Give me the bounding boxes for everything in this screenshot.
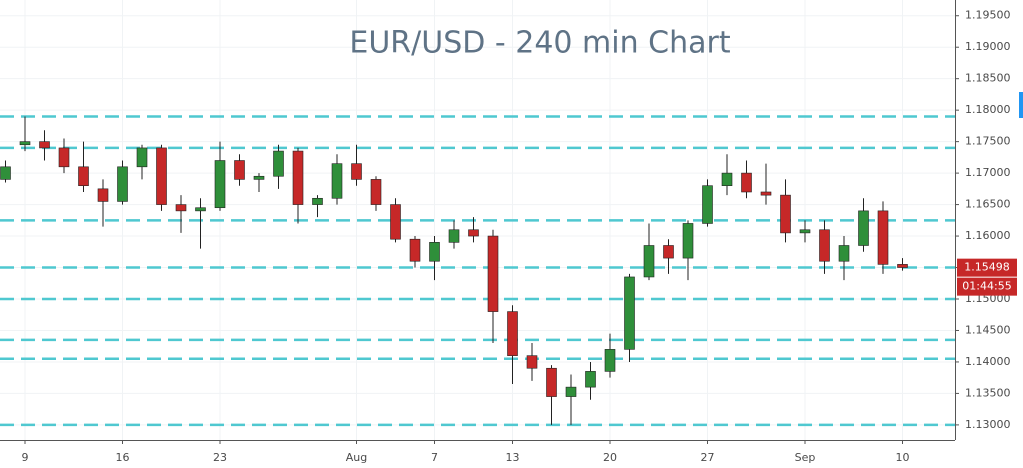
candle-body <box>351 163 362 180</box>
candle-body <box>585 371 596 388</box>
x-tick-label: 9 <box>22 451 29 464</box>
candle-body <box>721 172 733 186</box>
scroll-marker <box>1019 92 1023 118</box>
candle-body <box>468 229 479 237</box>
candle-body <box>741 172 752 193</box>
candle-body <box>273 150 284 177</box>
candle-body <box>858 210 869 246</box>
x-tick-label: 27 <box>701 451 715 464</box>
candle-body <box>546 367 557 397</box>
candle-body <box>312 197 323 205</box>
candle-body <box>39 141 50 149</box>
countdown-label: 01:44:55 <box>962 280 1011 293</box>
candle-body <box>448 229 460 243</box>
candle-body <box>838 245 850 262</box>
candle-body <box>390 204 401 240</box>
candle-body <box>292 150 304 205</box>
candle-body <box>97 188 109 202</box>
candle-body <box>487 235 499 312</box>
countdown-tag <box>957 277 1017 296</box>
candle-body <box>429 242 440 262</box>
candle-body <box>565 386 577 397</box>
y-tick-label: 1.14000 <box>965 355 1011 368</box>
candle-body <box>253 175 265 180</box>
y-tick-label: 1.19500 <box>965 9 1011 22</box>
y-tick-label: 1.17500 <box>965 135 1011 148</box>
candle-body <box>19 141 31 146</box>
x-tick-label: Aug <box>346 451 367 464</box>
y-tick-label: 1.18000 <box>965 103 1011 116</box>
candle-body <box>234 160 245 180</box>
candle-body <box>799 229 811 234</box>
candle-body <box>643 245 655 278</box>
y-tick-label: 1.14500 <box>965 323 1011 336</box>
candle-body <box>0 166 11 180</box>
y-tick-label: 1.13000 <box>965 418 1011 431</box>
x-tick-label: 23 <box>213 451 227 464</box>
candle-body <box>663 245 674 259</box>
candle-body <box>58 147 70 168</box>
x-tick-label: 16 <box>116 451 130 464</box>
candle-body <box>682 223 694 259</box>
candle-body <box>760 191 772 196</box>
candle-body <box>370 179 382 205</box>
candle-body <box>117 166 128 202</box>
candle-body <box>214 160 226 209</box>
price-tag <box>957 258 1017 277</box>
x-tick-label: 10 <box>896 451 910 464</box>
candle-body <box>78 166 89 186</box>
price-tag-label: 1.15498 <box>964 261 1010 274</box>
candle-body <box>331 163 343 199</box>
y-tick-label: 1.16000 <box>965 229 1011 242</box>
x-tick-label: 7 <box>431 451 438 464</box>
candle-body <box>136 147 148 168</box>
candle-body <box>819 229 830 262</box>
candle-body <box>877 210 889 265</box>
y-tick-label: 1.18500 <box>965 72 1011 85</box>
candle-body <box>624 276 635 350</box>
candle-body <box>156 147 167 205</box>
x-tick-label: 20 <box>603 451 617 464</box>
y-tick-label: 1.17000 <box>965 166 1011 179</box>
candle-body <box>897 264 908 268</box>
candle-body <box>702 185 713 224</box>
candle-body <box>604 349 616 372</box>
y-tick-label: 1.19000 <box>965 40 1011 53</box>
candle-body <box>195 207 206 212</box>
y-tick-label: 1.16500 <box>965 198 1011 211</box>
candle-body <box>507 311 518 356</box>
chart-title: EUR/USD - 240 min Chart <box>349 26 730 61</box>
candle-body <box>780 194 791 234</box>
y-tick-label: 1.13500 <box>965 386 1011 399</box>
x-tick-label: 13 <box>506 451 520 464</box>
candle-body <box>526 355 538 369</box>
candle-body <box>175 204 187 212</box>
candle-body <box>409 238 421 262</box>
x-tick-label: Sep <box>795 451 816 464</box>
